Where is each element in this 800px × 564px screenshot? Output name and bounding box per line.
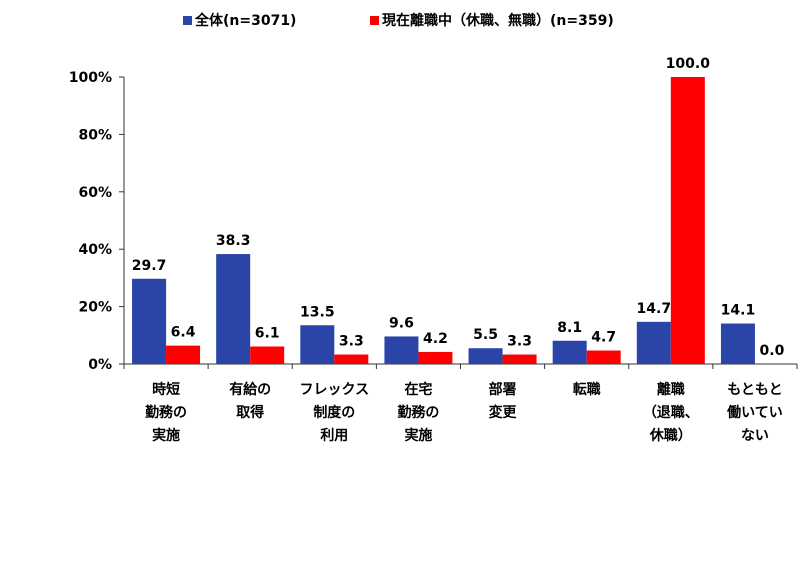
- bar-series-2: [586, 350, 621, 364]
- bar-series-2: [418, 351, 453, 364]
- bar-series-2: [502, 354, 537, 364]
- y-tick-label: 100%: [69, 70, 112, 86]
- data-label-series-2: 4.7: [591, 330, 616, 346]
- x-tick-label-line: 勤務の: [397, 404, 439, 421]
- bar-series-1: [552, 340, 587, 364]
- y-tick-label: 20%: [78, 300, 112, 316]
- data-label-series-1: 13.5: [300, 304, 335, 320]
- x-tick-label-line: 休職）: [649, 427, 692, 444]
- x-tick-label-line: 部署: [489, 381, 517, 398]
- data-label-series-1: 5.5: [473, 327, 498, 343]
- x-tick-label-line: 実施: [404, 427, 432, 444]
- bar-series-2: [670, 77, 705, 364]
- x-tick-label-line: 変更: [489, 404, 518, 421]
- x-tick-label-line: （退職、: [643, 404, 699, 421]
- y-tick-label: 60%: [78, 185, 112, 201]
- x-tick-label-line: もともと: [727, 382, 782, 398]
- data-label-series-1: 14.1: [721, 303, 756, 319]
- x-tick-label-line: 勤務の: [145, 404, 187, 421]
- data-label-series-2: 0.0: [760, 343, 785, 359]
- x-tick-label: もともと働いていない: [726, 382, 783, 444]
- data-label-series-1: 14.7: [637, 301, 672, 317]
- bar-series-1: [216, 254, 251, 364]
- x-tick-label: 在宅勤務の実施: [397, 381, 439, 444]
- y-tick-label: 0%: [88, 357, 112, 373]
- bar-series-2: [166, 345, 201, 364]
- x-tick-label-line: 転職: [573, 381, 601, 398]
- x-tick-label: 時短勤務の実施: [145, 381, 187, 444]
- bar-series-1: [300, 325, 335, 364]
- data-label-series-2: 6.1: [255, 325, 280, 341]
- bar-series-2: [334, 354, 369, 364]
- data-label-series-1: 8.1: [557, 320, 582, 336]
- y-tick-label: 40%: [78, 242, 112, 258]
- data-label-series-2: 3.3: [339, 334, 364, 350]
- legend-item-series-2: 現在離職中（休職、無職）(n=359): [370, 10, 614, 30]
- legend-swatch-series-1: [183, 15, 192, 25]
- y-tick-label: 80%: [78, 127, 112, 143]
- bar-series-1: [468, 348, 503, 364]
- x-tick-label-line: 制度の: [313, 404, 355, 421]
- data-label-series-2: 100.0: [666, 56, 711, 72]
- x-tick-label-line: 時短: [152, 381, 180, 398]
- x-tick-label: 転職: [573, 381, 601, 398]
- legend-label-series-2: 現在離職中（休職、無職）(n=359): [382, 13, 614, 29]
- bar-series-1: [720, 323, 755, 364]
- x-tick-label-line: 利用: [320, 427, 348, 444]
- bar-series-1: [132, 278, 167, 364]
- data-label-series-1: 38.3: [216, 233, 251, 249]
- x-tick-label-line: 有給の: [229, 381, 271, 398]
- x-tick-label: 有給の取得: [229, 381, 271, 421]
- data-label-series-2: 3.3: [507, 334, 532, 350]
- x-tick-label-line: ない: [741, 428, 769, 444]
- x-tick-label: フレックス制度の利用: [300, 382, 370, 444]
- data-label-series-1: 9.6: [389, 315, 414, 331]
- bar-series-2: [250, 346, 285, 364]
- bar-series-1: [636, 321, 671, 364]
- legend: 全体(n=3071) 現在離職中（休職、無職）(n=359): [0, 10, 800, 34]
- data-label-series-2: 4.2: [423, 331, 448, 347]
- x-tick-label-line: 実施: [152, 427, 180, 444]
- x-tick-label: 離職 （退職、休職）: [643, 381, 699, 444]
- x-tick-label-line: 取得: [236, 404, 264, 421]
- bar-series-1: [384, 336, 419, 364]
- x-tick-label-line: 在宅: [404, 381, 432, 398]
- x-tick-label-line: 働いてい: [726, 404, 783, 421]
- x-tick-label: 部署変更: [489, 381, 518, 421]
- legend-label-series-1: 全体(n=3071): [195, 13, 297, 29]
- data-label-series-2: 6.4: [171, 325, 196, 341]
- x-tick-label-line: 離職: [657, 381, 685, 398]
- legend-swatch-series-2: [370, 15, 379, 25]
- x-tick-label-line: フレックス: [300, 382, 370, 398]
- legend-item-series-1: 全体(n=3071): [183, 10, 296, 30]
- data-label-series-1: 29.7: [132, 258, 167, 274]
